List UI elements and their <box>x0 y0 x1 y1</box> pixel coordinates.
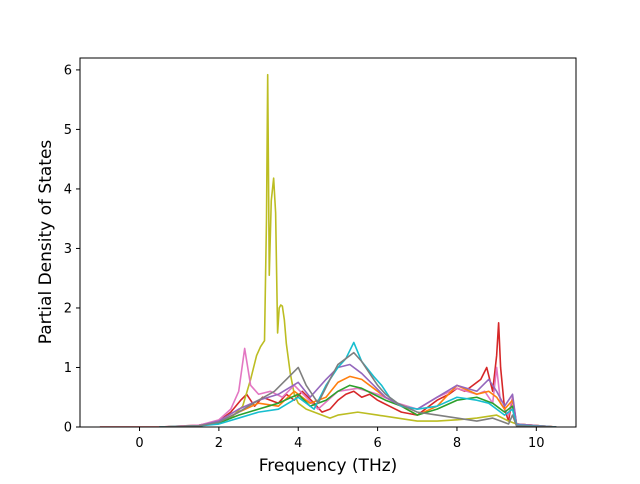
x-tick-label: 4 <box>294 436 302 451</box>
x-tick-label: 10 <box>528 436 545 451</box>
x-tick-label: 6 <box>373 436 381 451</box>
series-layer <box>99 73 557 427</box>
y-tick-label: 0 <box>64 421 72 436</box>
y-tick-label: 1 <box>64 361 72 376</box>
x-tick-label: 8 <box>453 436 461 451</box>
series-line-3 <box>159 347 557 427</box>
x-axis: 0 2 4 6 8 10 <box>135 427 545 451</box>
series-line-8 <box>159 351 557 427</box>
y-tick-label: 5 <box>64 123 72 138</box>
x-tick-label: 2 <box>215 436 223 451</box>
plot-background <box>80 58 576 427</box>
y-tick-label: 3 <box>64 242 72 257</box>
series-line-7 <box>159 341 557 427</box>
series-line-2 <box>159 73 557 427</box>
x-axis-label: Frequency (THz) <box>259 456 398 476</box>
y-tick-label: 4 <box>64 182 72 197</box>
y-axis-label: Partial Density of States <box>36 140 56 345</box>
x-tick-label: 0 <box>135 436 143 451</box>
series-line-1 <box>99 322 557 427</box>
series-line-4 <box>159 375 557 427</box>
y-tick-label: 2 <box>64 301 72 316</box>
y-axis: 0 1 2 3 4 5 6 <box>64 63 80 436</box>
plot-frame <box>79 57 577 428</box>
series-line-5 <box>159 384 557 427</box>
y-tick-label: 6 <box>64 63 72 78</box>
